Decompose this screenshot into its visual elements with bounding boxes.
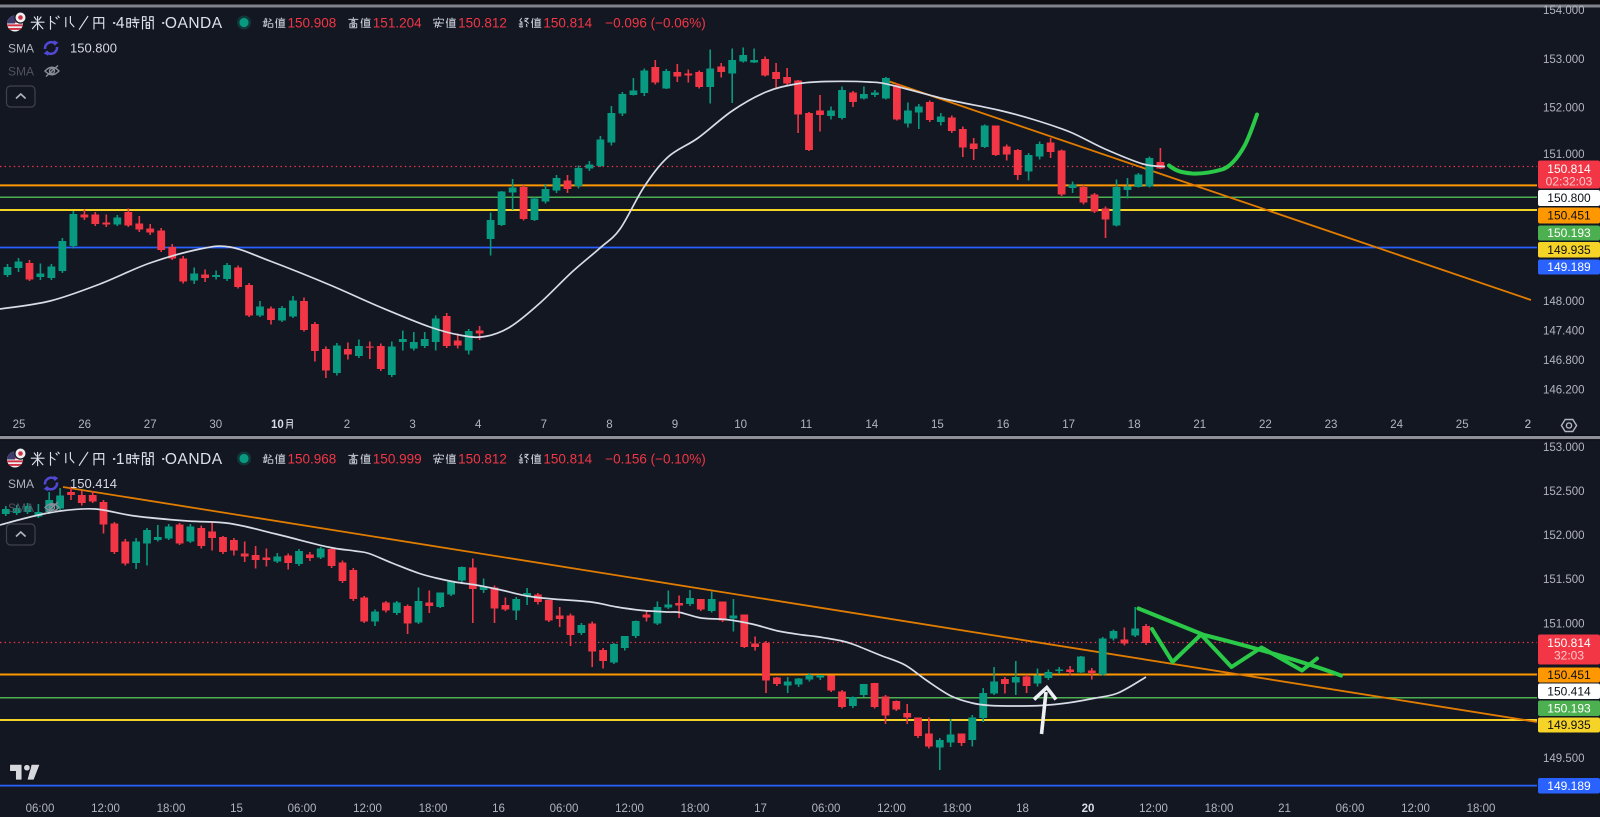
svg-text:151.204: 151.204 [373, 16, 422, 31]
svg-text:−0.156 (−0.10%): −0.156 (−0.10%) [605, 452, 706, 467]
svg-text:SMA: SMA [8, 42, 34, 56]
svg-text:06:00: 06:00 [288, 803, 317, 815]
svg-text:SMA: SMA [8, 477, 34, 491]
svg-text:150.193: 150.193 [1547, 702, 1591, 716]
svg-text:17: 17 [754, 803, 767, 815]
svg-text:150.814: 150.814 [1547, 636, 1591, 650]
svg-text:149.189: 149.189 [1547, 260, 1591, 274]
svg-text:150.193: 150.193 [1547, 226, 1591, 240]
svg-text:150.968: 150.968 [288, 452, 337, 467]
svg-text:12:00: 12:00 [615, 803, 644, 815]
svg-text:06:00: 06:00 [550, 803, 579, 815]
svg-text:153.000: 153.000 [1543, 442, 1585, 454]
svg-text:16: 16 [492, 803, 505, 815]
svg-text:150.800: 150.800 [1547, 191, 1591, 205]
svg-text:149.935: 149.935 [1547, 243, 1591, 257]
svg-text:154.000: 154.000 [1543, 5, 1585, 17]
svg-text:150.812: 150.812 [458, 16, 507, 31]
svg-text:150.800: 150.800 [70, 41, 117, 56]
svg-text:OANDA: OANDA [165, 15, 223, 32]
svg-text:3: 3 [409, 419, 415, 431]
svg-text:20: 20 [1082, 803, 1095, 815]
svg-text:12:00: 12:00 [1139, 803, 1168, 815]
svg-text:18:00: 18:00 [1467, 803, 1496, 815]
svg-text:152.000: 152.000 [1543, 103, 1585, 115]
svg-text:153.000: 153.000 [1543, 54, 1585, 66]
svg-text:18:00: 18:00 [157, 803, 186, 815]
svg-text:2: 2 [1525, 419, 1531, 431]
svg-text:16: 16 [997, 419, 1010, 431]
svg-text:18: 18 [1128, 419, 1141, 431]
svg-text:SMA: SMA [8, 65, 34, 79]
svg-text:12:00: 12:00 [1401, 803, 1430, 815]
svg-text:146.200: 146.200 [1543, 385, 1585, 397]
svg-text:152.500: 152.500 [1543, 486, 1585, 498]
svg-text:152.000: 152.000 [1543, 530, 1585, 542]
svg-text:30: 30 [209, 419, 222, 431]
svg-text:2: 2 [1525, 419, 1531, 431]
svg-text:25: 25 [1456, 419, 1469, 431]
svg-text:06:00: 06:00 [26, 803, 55, 815]
svg-text:12:00: 12:00 [353, 803, 382, 815]
svg-text:17: 17 [1062, 419, 1075, 431]
svg-text:150.814: 150.814 [543, 16, 592, 31]
svg-text:150.908: 150.908 [288, 16, 337, 31]
svg-text:22: 22 [1259, 419, 1272, 431]
svg-text:150.414: 150.414 [1547, 685, 1591, 699]
svg-text:06:00: 06:00 [812, 803, 841, 815]
svg-text:−0.096 (−0.06%): −0.096 (−0.06%) [605, 16, 706, 31]
svg-text:2: 2 [344, 419, 350, 431]
svg-text:9: 9 [672, 419, 678, 431]
svg-text:21: 21 [1278, 803, 1291, 815]
svg-text:10: 10 [271, 419, 284, 431]
svg-text:149.189: 149.189 [1547, 779, 1591, 793]
svg-text:23: 23 [1325, 419, 1338, 431]
svg-text:18:00: 18:00 [1205, 803, 1234, 815]
svg-text:18:00: 18:00 [419, 803, 448, 815]
svg-text:8: 8 [606, 419, 612, 431]
svg-text:150.814: 150.814 [1547, 162, 1591, 176]
svg-text:150.414: 150.414 [70, 476, 117, 491]
svg-text:150.451: 150.451 [1547, 209, 1591, 223]
svg-text:25: 25 [13, 419, 26, 431]
svg-text:4: 4 [475, 419, 482, 431]
svg-text:7: 7 [541, 419, 547, 431]
svg-text:12:00: 12:00 [91, 803, 120, 815]
svg-text:1: 1 [116, 451, 125, 468]
svg-text:06:00: 06:00 [1336, 803, 1365, 815]
svg-text:OANDA: OANDA [165, 451, 223, 468]
svg-text:149.500: 149.500 [1543, 753, 1585, 765]
svg-text:151.000: 151.000 [1543, 149, 1585, 161]
svg-text:151.000: 151.000 [1543, 619, 1585, 631]
svg-text:18:00: 18:00 [943, 803, 972, 815]
svg-text:18: 18 [1016, 803, 1029, 815]
svg-text:15: 15 [931, 419, 944, 431]
svg-text:4: 4 [116, 15, 125, 32]
svg-text:21: 21 [1193, 419, 1206, 431]
svg-text:149.935: 149.935 [1547, 718, 1591, 732]
svg-text:27: 27 [144, 419, 157, 431]
svg-text:SMA: SMA [8, 501, 34, 515]
svg-text:146.800: 146.800 [1543, 355, 1585, 367]
svg-text:150.451: 150.451 [1547, 668, 1591, 682]
svg-text:18:00: 18:00 [681, 803, 710, 815]
svg-text:24: 24 [1390, 419, 1403, 431]
svg-text:02:32:03: 02:32:03 [1546, 175, 1593, 189]
svg-text:11: 11 [800, 419, 812, 431]
svg-text:150.999: 150.999 [373, 452, 422, 467]
svg-text:10: 10 [734, 419, 747, 431]
svg-text:147.400: 147.400 [1543, 326, 1585, 338]
svg-text:32:03: 32:03 [1554, 649, 1584, 663]
svg-text:150.814: 150.814 [543, 452, 592, 467]
svg-text:151.500: 151.500 [1543, 574, 1585, 586]
svg-text:26: 26 [78, 419, 91, 431]
svg-text:15: 15 [230, 803, 243, 815]
svg-text:14: 14 [865, 419, 878, 431]
svg-text:150.812: 150.812 [458, 452, 507, 467]
svg-text:12:00: 12:00 [877, 803, 906, 815]
svg-text:148.000: 148.000 [1543, 296, 1585, 308]
